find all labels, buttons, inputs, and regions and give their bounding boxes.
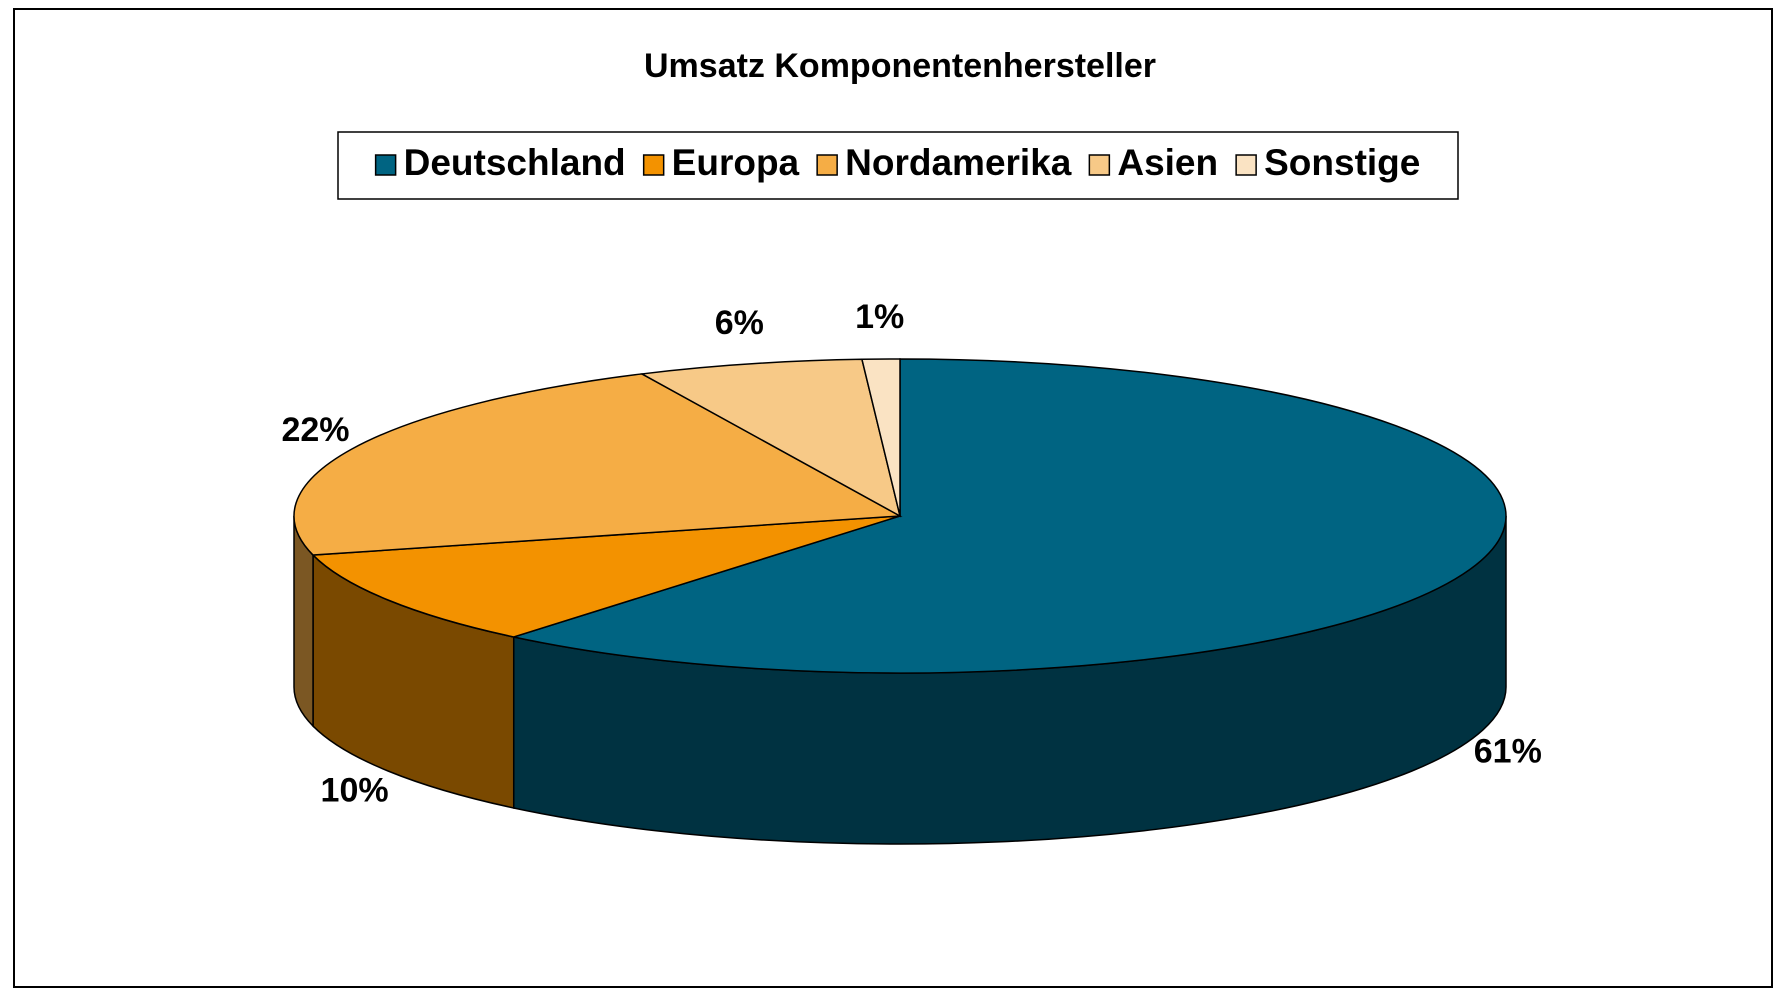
data-label: 22% bbox=[281, 411, 349, 449]
legend-swatch bbox=[816, 154, 838, 176]
slice bbox=[510, 358, 1507, 674]
legend-label: Sonstige bbox=[1264, 142, 1420, 183]
legend-label: Deutschland bbox=[404, 142, 626, 183]
slice bbox=[293, 373, 903, 556]
data-label: 1% bbox=[855, 298, 904, 336]
legend-box bbox=[337, 131, 1459, 200]
slice bbox=[311, 515, 901, 638]
legend-label: Europa bbox=[672, 142, 800, 183]
legend-swatch bbox=[1235, 154, 1257, 176]
chart-title: Umsatz Komponentenhersteller bbox=[644, 47, 1156, 85]
legend-label: Nordamerika bbox=[845, 142, 1072, 183]
data-label: 6% bbox=[715, 304, 764, 342]
legend-label: Asien bbox=[1117, 142, 1218, 183]
legend-swatch bbox=[1088, 154, 1111, 176]
slice bbox=[860, 358, 901, 517]
legend-swatch bbox=[374, 154, 397, 176]
legend-swatch bbox=[642, 154, 665, 176]
legend: Deutschland Europa Nordamerika Asien Sonstig… bbox=[374, 142, 1420, 183]
slice bbox=[639, 358, 902, 518]
data-label: 10% bbox=[321, 772, 389, 810]
data-label: 61% bbox=[1474, 733, 1542, 771]
